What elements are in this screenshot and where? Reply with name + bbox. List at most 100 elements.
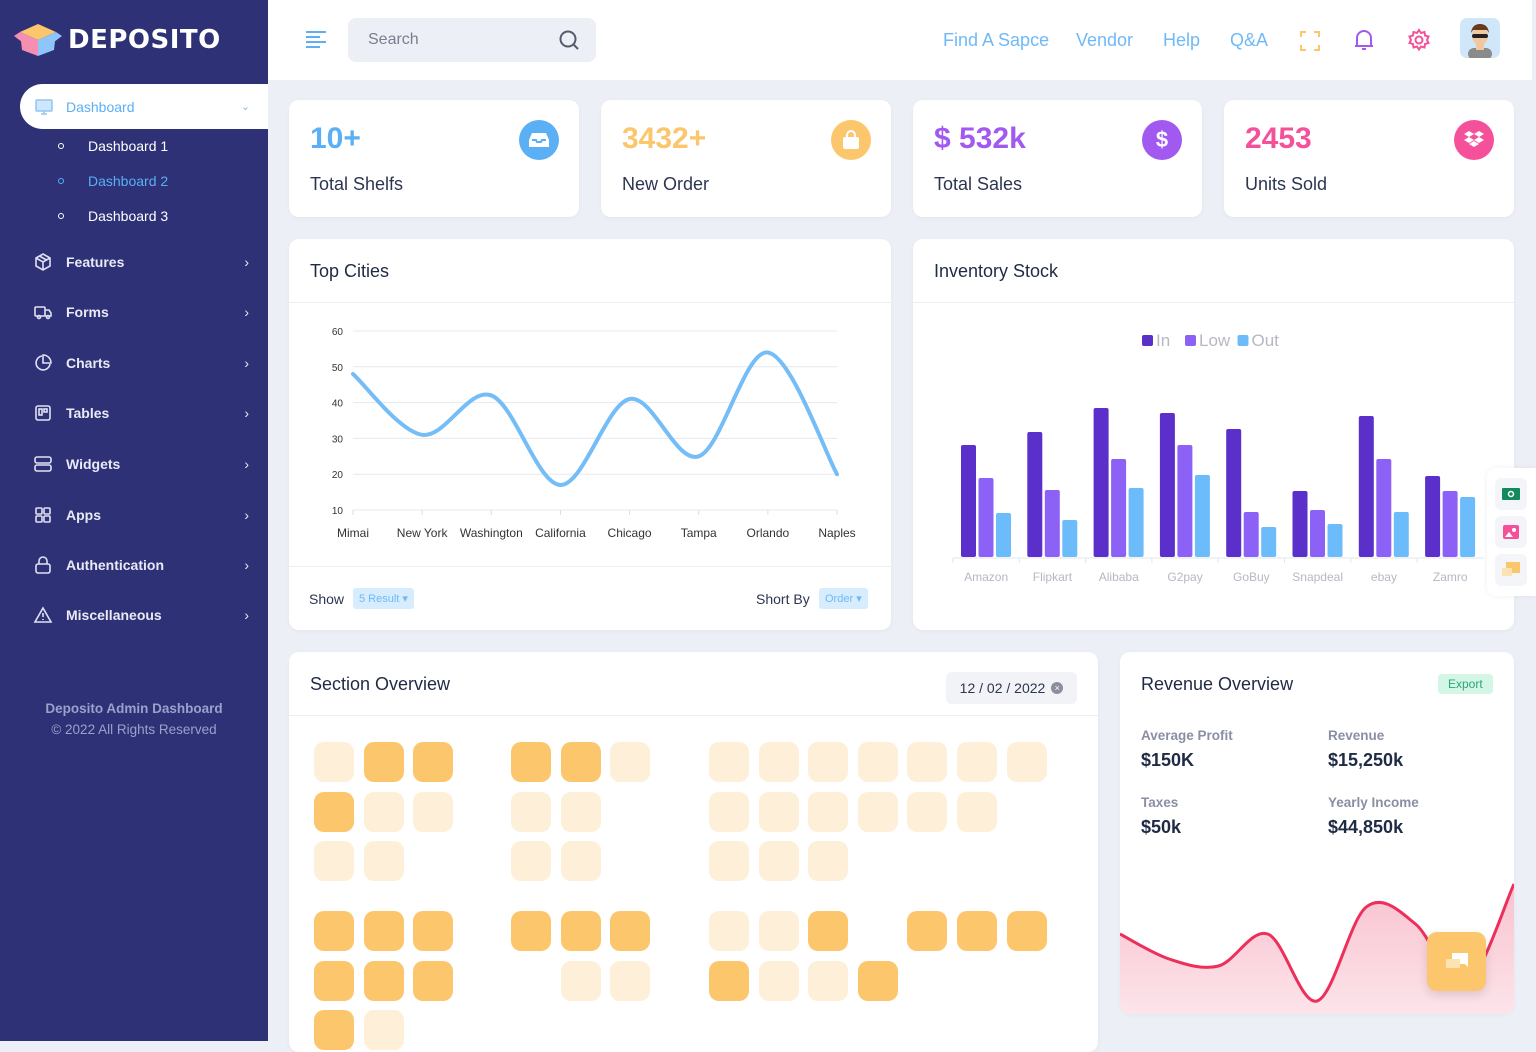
seat-occupied[interactable] (363, 960, 404, 1001)
search-input[interactable]: Search (348, 18, 596, 62)
seat-available[interactable] (363, 791, 404, 832)
bell-icon[interactable] (1353, 28, 1375, 52)
sidebar-item-tables[interactable]: Tables › (33, 401, 253, 425)
chevron-right-icon: › (244, 507, 249, 523)
seat-available[interactable] (758, 791, 799, 832)
seat-available[interactable] (560, 791, 601, 832)
seat-available[interactable] (560, 960, 601, 1001)
seat-available[interactable] (808, 742, 849, 782)
inventory-stock-card: Inventory Stock In Low Out Amazon Flipkart Al… (913, 239, 1514, 630)
seat-available[interactable] (758, 742, 799, 782)
date-picker[interactable]: 12 / 02 / 2022 × (946, 672, 1077, 704)
lock-icon (35, 556, 51, 574)
search-icon[interactable] (558, 29, 580, 51)
seat-available[interactable] (363, 841, 404, 882)
seat-occupied[interactable] (363, 742, 404, 782)
seat-available[interactable] (709, 742, 749, 782)
money-icon[interactable] (1495, 478, 1527, 510)
sidebar-subitem-dashboard-3[interactable]: Dashboard 3 (55, 208, 168, 224)
sidebar-item-features[interactable]: Features › (33, 250, 253, 274)
seat-occupied[interactable] (907, 911, 948, 951)
seat-occupied[interactable] (314, 791, 354, 832)
seat-occupied[interactable] (560, 742, 601, 782)
stat-value: 10+ (310, 122, 361, 155)
seat-available[interactable] (808, 791, 849, 832)
seat-occupied[interactable] (957, 911, 997, 951)
sidebar-subitem-dashboard-2[interactable]: Dashboard 2 (55, 173, 168, 189)
avatar[interactable] (1460, 18, 1500, 58)
sidebar-item-dashboard[interactable]: Dashboard ⌄ (20, 84, 268, 129)
seat-available[interactable] (610, 960, 651, 1001)
seat-occupied[interactable] (610, 911, 651, 951)
sidebar-item-authentication[interactable]: Authentication › (33, 553, 253, 577)
seat-available[interactable] (363, 1010, 404, 1051)
chevron-right-icon: › (244, 557, 249, 573)
sidebar-item-forms[interactable]: Forms › (33, 300, 253, 324)
nav-label: Tables (66, 405, 110, 421)
seat-occupied[interactable] (709, 960, 749, 1001)
seat-available[interactable] (758, 960, 799, 1001)
seat-occupied[interactable] (413, 911, 454, 951)
seat-available[interactable] (758, 911, 799, 951)
seat-occupied[interactable] (560, 911, 601, 951)
sidebar-item-miscellaneous[interactable]: Miscellaneous › (33, 603, 253, 627)
seat-available[interactable] (808, 841, 849, 882)
seat-available[interactable] (610, 742, 651, 782)
nav-link-vendor[interactable]: Vendor (1076, 30, 1134, 50)
export-button[interactable]: Export (1438, 674, 1493, 694)
seat-available[interactable] (314, 841, 354, 882)
nav-link-help[interactable]: Help (1163, 30, 1201, 50)
menu-toggle-icon[interactable] (306, 31, 326, 51)
x-tick-label: Orlando (747, 526, 790, 540)
seat-available[interactable] (560, 841, 601, 882)
seat-available[interactable] (758, 841, 799, 882)
seat-occupied[interactable] (857, 960, 898, 1001)
seat-available[interactable] (857, 742, 898, 782)
seat-occupied[interactable] (511, 742, 551, 782)
seat-occupied[interactable] (413, 742, 454, 782)
seat-available[interactable] (1006, 742, 1047, 782)
seat-available[interactable] (511, 791, 551, 832)
nav-link-find-space[interactable]: Find A Sapce (943, 30, 1050, 50)
clear-icon[interactable]: × (1051, 682, 1064, 694)
show-result-dropdown[interactable]: 5 Result ▾ (353, 588, 414, 609)
x-tick-label: Mimai (337, 526, 369, 540)
x-tick-label: Flipkart (1033, 570, 1073, 584)
seat-available[interactable] (957, 742, 997, 782)
seat-available[interactable] (907, 791, 948, 832)
seat-available[interactable] (957, 791, 997, 832)
sidebar-item-apps[interactable]: Apps › (33, 503, 253, 527)
seat-occupied[interactable] (363, 911, 404, 951)
seat-available[interactable] (413, 791, 454, 832)
fullscreen-icon[interactable] (1299, 30, 1321, 52)
seat-occupied[interactable] (511, 911, 551, 951)
bar-out (1194, 475, 1210, 557)
sidebar-subitem-dashboard-1[interactable]: Dashboard 1 (55, 138, 168, 154)
legend-label: Low (1199, 331, 1231, 350)
sort-dropdown[interactable]: Order ▾ (819, 588, 868, 609)
gear-icon[interactable] (1407, 28, 1431, 52)
seat-occupied[interactable] (808, 911, 849, 951)
seat-occupied[interactable] (413, 960, 454, 1001)
seat-available[interactable] (709, 911, 749, 951)
seat-occupied[interactable] (314, 960, 354, 1001)
seat-occupied[interactable] (314, 1010, 354, 1051)
chat-fab-button[interactable] (1427, 932, 1486, 991)
image-icon[interactable] (1495, 516, 1527, 548)
seat-occupied[interactable] (1006, 911, 1047, 951)
sidebar-item-charts[interactable]: Charts › (33, 351, 253, 375)
brand-logo[interactable]: DEPOSITO (14, 22, 221, 58)
seat-occupied[interactable] (314, 911, 354, 951)
seat-available[interactable] (857, 791, 898, 832)
nav-link-qa[interactable]: Q&A (1230, 30, 1269, 50)
seat-available[interactable] (907, 742, 948, 782)
nav-label: Charts (66, 355, 111, 371)
seat-available[interactable] (709, 841, 749, 882)
bar-low (1177, 445, 1193, 557)
seat-available[interactable] (709, 791, 749, 832)
sidebar-item-widgets[interactable]: Widgets › (33, 452, 253, 476)
seat-available[interactable] (511, 841, 551, 882)
seat-available[interactable] (808, 960, 849, 1001)
seat-available[interactable] (314, 742, 354, 782)
chat-icon[interactable] (1495, 554, 1527, 586)
